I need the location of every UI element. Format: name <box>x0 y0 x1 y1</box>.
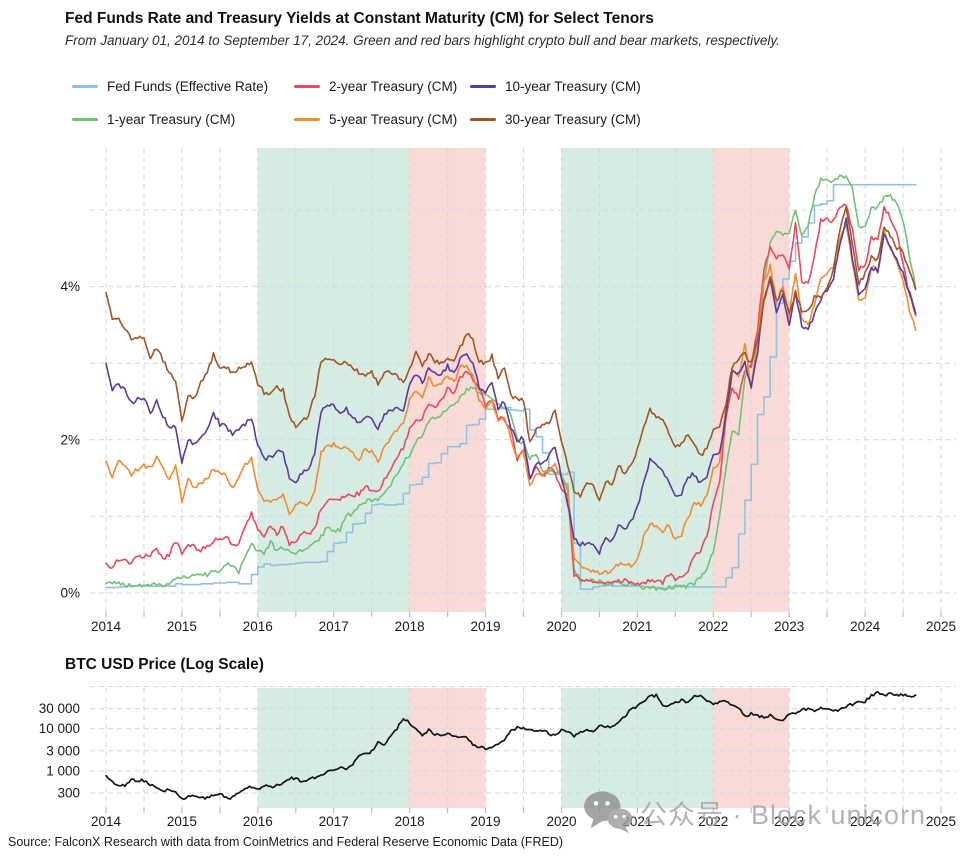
line-1-year-treasury-cm <box>105 174 917 592</box>
y-tick-label: 2% <box>60 432 80 447</box>
x-tick-label: 2023 <box>774 619 804 634</box>
legend-item-10-year: 10-year Treasury (CM) <box>470 78 641 94</box>
x-tick-label: 2014 <box>91 619 122 634</box>
line-30-year-treasury-cm <box>105 206 917 502</box>
line-5-year-treasury-cm <box>105 224 917 575</box>
legend-item-1-year: 1-year Treasury (CM) <box>72 111 235 127</box>
x-tick-label: 2018 <box>395 619 425 634</box>
y-tick-label: 300 <box>57 786 80 801</box>
line-10-year-treasury-cm <box>105 217 917 555</box>
x-tick-label: 2022 <box>698 814 728 829</box>
legend-item-2-year: 2-year Treasury (CM) <box>294 78 457 94</box>
x-tick-label: 2019 <box>470 814 500 829</box>
rates-chart: 2014 2015 2016 2017 2018 2019 2020 2021 2022 2023… <box>60 148 956 634</box>
legend-swatch-1-year <box>72 117 98 121</box>
source-note: Source: FalconX Research with data from … <box>8 835 564 849</box>
legend-item-fed-funds: Fed Funds (Effective Rate) <box>72 78 268 94</box>
crypto-bull-band <box>257 148 410 612</box>
y-tick-label: 3 000 <box>46 743 80 758</box>
legend-swatch-fed-funds <box>72 84 98 88</box>
legend-item-30-year: 30-year Treasury (CM) <box>470 111 641 127</box>
x-tick-label: 2021 <box>622 619 652 634</box>
x-tick-label: 2015 <box>167 619 197 634</box>
x-tick-label: 2025 <box>926 814 956 829</box>
y-tick-label: 1 000 <box>46 763 80 778</box>
x-tick-label: 2020 <box>546 619 576 634</box>
btc-chart: 2014 2015 2016 2017 2018 2019 2020 2021 2022 2023… <box>39 686 956 829</box>
legend-label: 5-year Treasury (CM) <box>329 111 458 127</box>
legend-label: 30-year Treasury (CM) <box>505 111 641 127</box>
main-chart-title: Fed Funds Rate and Treasury Yields at Co… <box>65 10 654 27</box>
x-tick-label: 2016 <box>243 619 273 634</box>
main-chart-subtitle: From January 01, 2014 to September 17, 2… <box>65 33 780 48</box>
crypto-bull-band <box>561 148 714 612</box>
x-tick-label: 2014 <box>91 814 122 829</box>
x-tick-label: 2017 <box>319 814 349 829</box>
line-fed-funds-effective-rate <box>105 183 917 590</box>
legend-swatch-2-year <box>294 84 320 88</box>
y-tick-label: 4% <box>60 279 80 294</box>
x-tick-label: 2016 <box>243 814 273 829</box>
legend-swatch-5-year <box>294 117 320 121</box>
legend-swatch-30-year <box>470 117 496 121</box>
x-tick-label: 2020 <box>546 814 576 829</box>
x-tick-label: 2025 <box>926 619 956 634</box>
x-tick-label: 2021 <box>622 814 652 829</box>
line-btc-usd-price <box>105 690 917 801</box>
legend-label: 2-year Treasury (CM) <box>329 78 458 94</box>
crypto-bear-band <box>713 148 790 612</box>
legend-label: 1-year Treasury (CM) <box>107 111 236 127</box>
y-tick-label: 0% <box>60 586 80 601</box>
x-tick-label: 2024 <box>850 619 881 634</box>
x-tick-label: 2024 <box>850 814 881 829</box>
legend-swatch-10-year <box>470 84 496 88</box>
legend-label: 10-year Treasury (CM) <box>505 78 641 94</box>
y-tick-label: 10 000 <box>39 721 80 736</box>
legend-label: Fed Funds (Effective Rate) <box>107 78 269 94</box>
btc-chart-title: BTC USD Price (Log Scale) <box>65 656 264 673</box>
x-tick-label: 2022 <box>698 619 728 634</box>
x-tick-label: 2023 <box>774 814 804 829</box>
x-tick-label: 2018 <box>395 814 425 829</box>
x-tick-label: 2019 <box>470 619 500 634</box>
x-tick-label: 2017 <box>319 619 349 634</box>
x-tick-label: 2015 <box>167 814 197 829</box>
legend-item-5-year: 5-year Treasury (CM) <box>294 111 457 127</box>
y-tick-label: 30 000 <box>39 701 80 716</box>
